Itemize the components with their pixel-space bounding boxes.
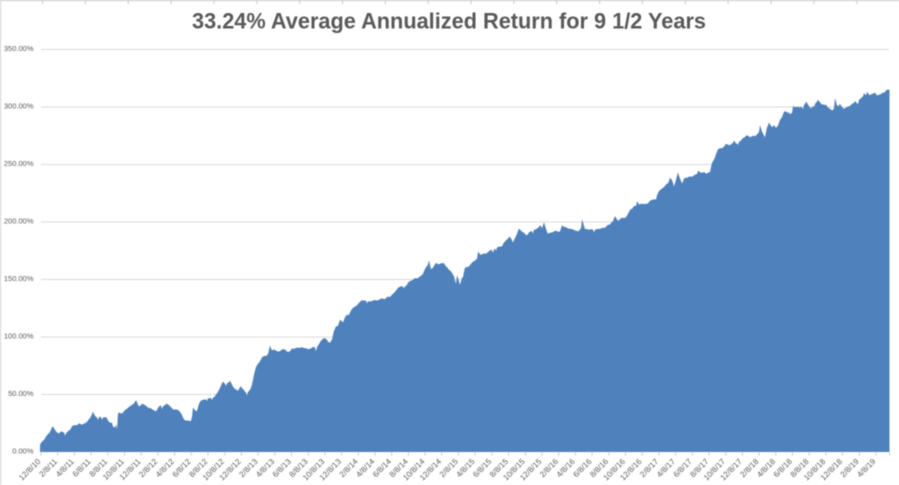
svg-text:300.00%: 300.00%	[4, 102, 34, 111]
svg-text:0.00%: 0.00%	[12, 447, 34, 456]
svg-text:350.00%: 350.00%	[4, 44, 34, 53]
svg-text:250.00%: 250.00%	[4, 159, 34, 168]
svg-text:100.00%: 100.00%	[4, 332, 34, 341]
svg-text:150.00%: 150.00%	[4, 274, 34, 283]
svg-text:33.24% Average Annualized Retu: 33.24% Average Annualized Return for 9 1…	[192, 8, 706, 33]
svg-text:50.00%: 50.00%	[8, 389, 34, 398]
svg-text:200.00%: 200.00%	[4, 217, 34, 226]
